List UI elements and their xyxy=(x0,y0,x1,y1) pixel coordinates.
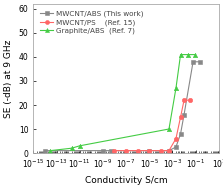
Legend: MWCNT/ABS (This work), MWCNT/PS    (Ref. 15), Graphite/ABS  (Ref. 7): MWCNT/ABS (This work), MWCNT/PS (Ref. 15… xyxy=(39,9,145,35)
MWCNT/ABS (This work) xyxy=(168,149,170,152)
MWCNT/ABS (This work) xyxy=(179,133,182,135)
MWCNT/PS    (Ref. 15) xyxy=(175,137,177,140)
MWCNT/ABS (This work) xyxy=(192,61,194,63)
MWCNT/ABS (This work) xyxy=(148,149,151,152)
MWCNT/PS    (Ref. 15) xyxy=(159,149,162,152)
Y-axis label: SE (-dB) at 9 GHz: SE (-dB) at 9 GHz xyxy=(4,39,13,118)
MWCNT/PS    (Ref. 15) xyxy=(168,149,170,152)
Graphite/ABS  (Ref. 7) xyxy=(78,145,81,147)
MWCNT/ABS (This work) xyxy=(110,149,112,152)
Graphite/ABS  (Ref. 7) xyxy=(70,147,73,149)
MWCNT/PS    (Ref. 15) xyxy=(183,99,185,101)
MWCNT/PS    (Ref. 15) xyxy=(148,149,151,152)
MWCNT/ABS (This work) xyxy=(101,149,104,152)
MWCNT/ABS (This work) xyxy=(175,146,177,148)
MWCNT/PS    (Ref. 15) xyxy=(113,149,116,152)
MWCNT/PS    (Ref. 15) xyxy=(136,149,139,152)
MWCNT/ABS (This work) xyxy=(43,149,46,152)
MWCNT/ABS (This work) xyxy=(183,113,185,116)
MWCNT/ABS (This work) xyxy=(199,61,202,63)
Line: Graphite/ABS  (Ref. 7): Graphite/ABS (Ref. 7) xyxy=(48,52,197,153)
Graphite/ABS  (Ref. 7) xyxy=(168,128,170,130)
Line: MWCNT/PS    (Ref. 15): MWCNT/PS (Ref. 15) xyxy=(112,98,192,153)
MWCNT/PS    (Ref. 15) xyxy=(188,99,191,101)
MWCNT/PS    (Ref. 15) xyxy=(179,116,182,118)
Graphite/ABS  (Ref. 7) xyxy=(186,53,189,56)
Graphite/ABS  (Ref. 7) xyxy=(193,53,196,56)
Graphite/ABS  (Ref. 7) xyxy=(49,149,52,152)
MWCNT/PS    (Ref. 15) xyxy=(125,149,127,152)
Graphite/ABS  (Ref. 7) xyxy=(179,53,182,56)
Graphite/ABS  (Ref. 7) xyxy=(175,87,177,89)
X-axis label: Conductivity S/cm: Conductivity S/cm xyxy=(85,176,167,185)
Line: MWCNT/ABS (This work): MWCNT/ABS (This work) xyxy=(43,60,202,153)
